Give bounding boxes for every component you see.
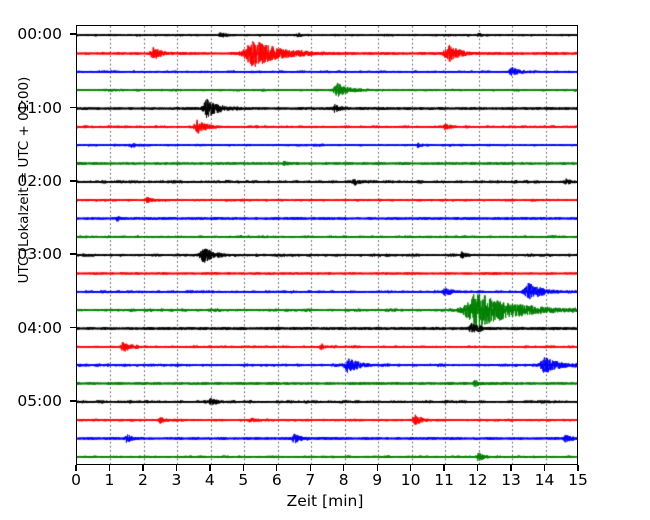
x-axis-tick-mark <box>276 465 278 471</box>
y-axis-tick-label: 05:00 <box>17 391 62 410</box>
x-axis-tick-label: 2 <box>137 471 148 489</box>
x-axis-tick-mark <box>242 465 245 471</box>
x-axis-tick-label: 4 <box>204 471 215 489</box>
x-axis-tick-mark <box>577 465 579 471</box>
x-axis-tick-label: 8 <box>338 471 349 489</box>
seismogram-traces <box>77 26 577 464</box>
x-axis-tick-mark <box>376 465 378 471</box>
x-axis-tick-labels: 0 1 2 3 4 5 6 7 8 9 10 11 12 13 14 15 <box>0 465 650 495</box>
x-axis-tick-label: 14 <box>534 471 555 489</box>
y-axis-tick-label: 03:00 <box>17 245 62 264</box>
x-axis-tick-mark <box>75 465 77 471</box>
x-axis-tick-label: 13 <box>501 471 521 489</box>
x-axis-tick-label: 7 <box>305 471 316 489</box>
y-axis-tick-mark <box>70 326 77 329</box>
x-axis-tick-mark <box>476 465 479 471</box>
x-axis-tick-mark <box>443 465 445 471</box>
y-axis-tick-mark <box>70 106 77 109</box>
x-axis-tick-mark <box>175 465 178 471</box>
x-axis-tick-label: 15 <box>568 471 588 489</box>
x-axis-tick-label: 3 <box>171 471 182 489</box>
y-axis-tick-label: 04:00 <box>17 318 62 337</box>
x-axis-tick-mark <box>543 465 546 471</box>
y-axis-tick-mark <box>70 253 77 255</box>
x-axis-tick-mark <box>108 465 111 471</box>
x-axis-tick-mark <box>309 465 311 471</box>
x-axis-tick-label: 10 <box>400 471 421 489</box>
x-axis-tick-label: 6 <box>271 471 282 489</box>
y-axis-tick-mark <box>70 400 77 402</box>
y-axis-tick-label: 02:00 <box>17 171 62 190</box>
x-axis-label: Zeit [min] <box>286 492 364 510</box>
x-axis-tick-label: 0 <box>71 471 81 489</box>
x-axis-tick-mark <box>409 465 412 471</box>
y-axis-tick-mark <box>70 33 77 35</box>
x-axis-tick-mark <box>343 465 345 471</box>
y-axis-tick-label: 01:00 <box>17 98 62 117</box>
x-axis-tick-mark <box>510 465 512 471</box>
x-axis-tick-label: 11 <box>434 471 454 489</box>
x-axis-tick-label: 9 <box>372 471 383 489</box>
x-axis-tick-label: 12 <box>467 471 488 489</box>
plot-area <box>76 25 578 465</box>
y-axis-tick-label: 00:00 <box>17 25 62 44</box>
x-axis-tick-label: 5 <box>238 471 249 489</box>
y-axis-tick-mark <box>70 180 77 182</box>
y-axis-tick-labels: 00:00 01:00 02:00 03:00 04:00 05:00 <box>0 0 62 520</box>
x-axis-tick-label: 1 <box>104 471 115 489</box>
x-axis-tick-mark <box>142 465 144 471</box>
x-axis-tick-mark <box>209 465 211 471</box>
